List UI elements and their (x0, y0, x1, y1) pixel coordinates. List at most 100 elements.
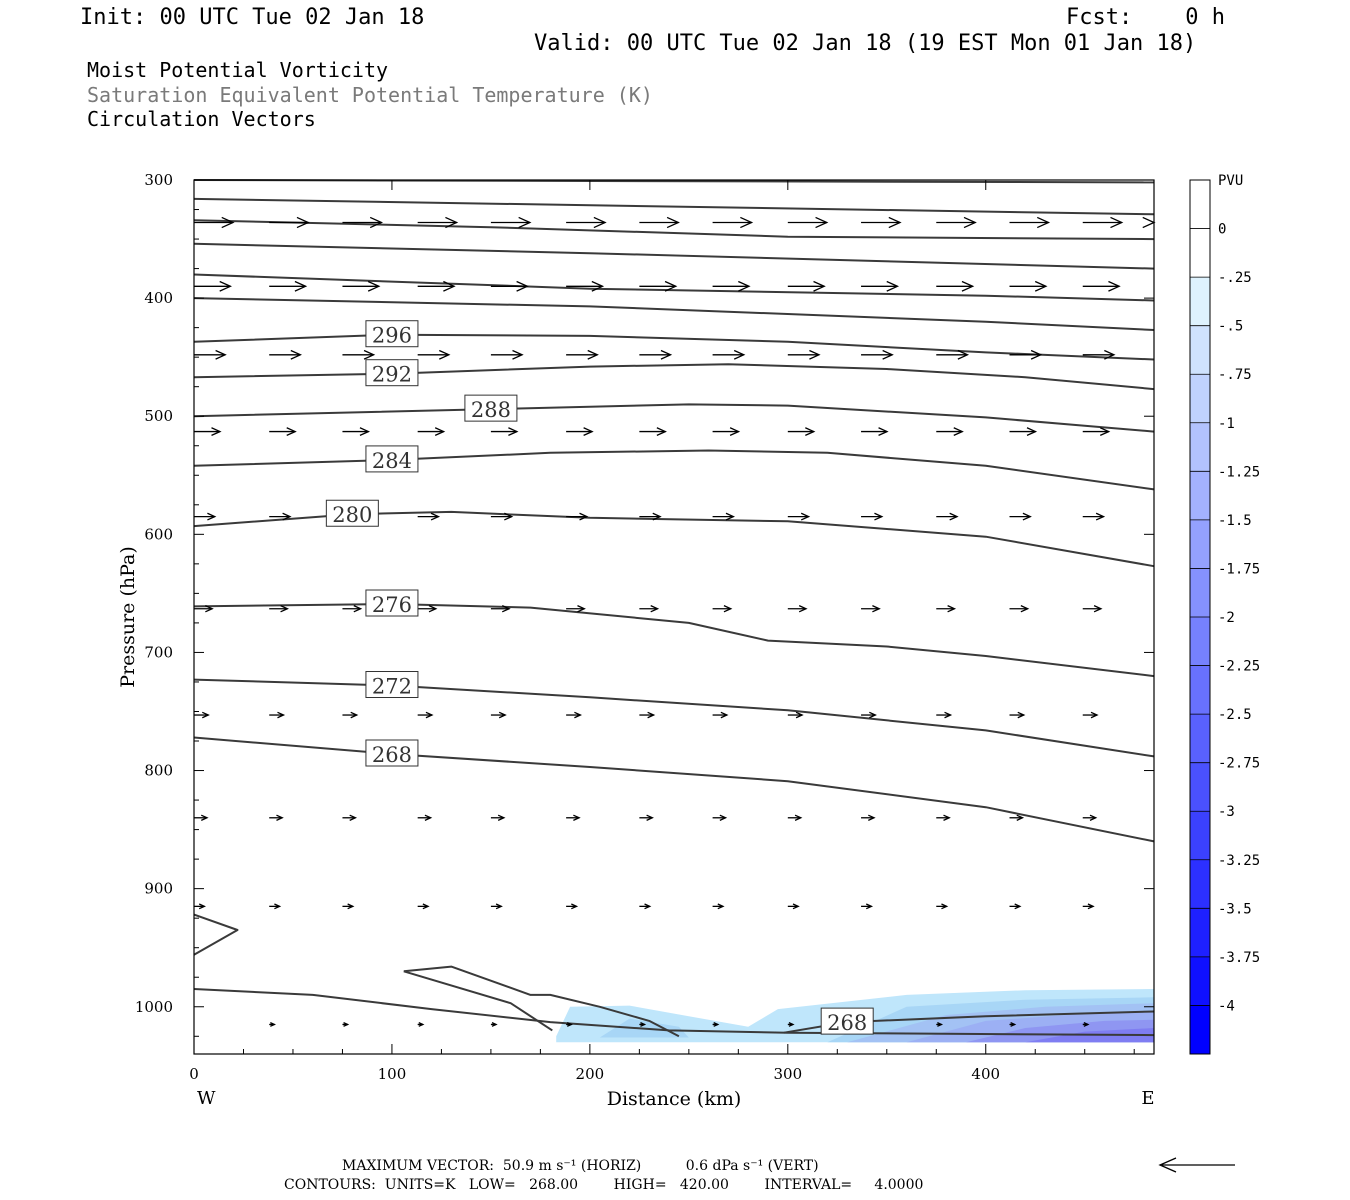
circulation-vector-50 (936, 427, 964, 436)
colorbar-label-4: -1 (1218, 416, 1235, 432)
circulation-vector-6 (639, 216, 680, 229)
colorbar-segment-15 (1190, 908, 1210, 957)
circulation-vector-45 (566, 427, 594, 436)
circulation-vector-74 (787, 605, 808, 613)
contour-label-box-13 (365, 739, 419, 767)
circulation-vector-56 (417, 512, 441, 521)
plot-frame (193, 179, 1155, 1055)
circulation-vector-28 (269, 349, 303, 360)
colorbar-label-13: -3.25 (1218, 853, 1260, 869)
circulation-vector-69 (417, 605, 438, 613)
colorbar-segment-17 (1190, 1005, 1210, 1054)
circulation-vector-76 (936, 605, 957, 613)
contour-label-13: 268 (372, 743, 412, 767)
circulation-vector-39 (1082, 349, 1116, 360)
theta-es-contour-7 (193, 363, 1155, 391)
theta-es-contour-6 (193, 333, 1155, 361)
circulation-vector-51 (1009, 427, 1038, 436)
circulation-vector-83 (490, 711, 507, 719)
circulation-vector-31 (490, 349, 524, 360)
circulation-vector-36 (861, 349, 894, 360)
colorbar-label-9: -2.25 (1218, 659, 1260, 675)
y-tick-label-800: 800 (144, 762, 173, 780)
theta-es-contour-13 (193, 736, 1155, 843)
theta-es-contour-17 (403, 970, 553, 1032)
circulation-vector-64 (1009, 512, 1032, 521)
circulation-vector-85 (639, 711, 656, 719)
theta-es-contour-4 (193, 273, 1155, 302)
circulation-vector-52 (1082, 427, 1111, 436)
y-tick-label-700: 700 (144, 643, 173, 661)
x-tick-label-100: 100 (378, 1065, 407, 1083)
x-tick-label-300: 300 (773, 1065, 802, 1083)
circulation-vector-27 (194, 349, 227, 360)
circulation-vector-12 (1082, 216, 1124, 229)
circulation-vector-75 (861, 605, 881, 613)
theta-es-contour-11 (193, 603, 1155, 678)
circulation-vector-120 (417, 1022, 425, 1027)
circulation-vector-41 (269, 427, 297, 436)
circulation-vector-58 (566, 512, 589, 521)
colorbar-label-16: -4 (1218, 998, 1235, 1014)
colorbar-label-7: -1.75 (1218, 561, 1260, 577)
circulation-vector-80 (269, 711, 286, 719)
circulation-vector-5 (566, 216, 607, 229)
y-axis-label: Pressure (hPa) (117, 546, 139, 688)
circulation-vector-84 (566, 711, 583, 719)
colorbar-label-2: -.5 (1218, 319, 1243, 335)
contour-label-10: 280 (332, 503, 372, 527)
reference-vector (1158, 1157, 1235, 1173)
circulation-vector-77 (1009, 605, 1030, 613)
circulation-vector-82 (417, 711, 434, 719)
title-theta-es: Saturation Equivalent Potential Temperat… (87, 83, 653, 107)
circulation-vector-53 (194, 512, 217, 521)
circulation-vector-7 (712, 216, 754, 229)
circulation-vector-8 (787, 216, 829, 229)
theta-es-contour-18 (783, 1010, 1155, 1034)
title-vectors: Circulation Vectors (87, 107, 316, 131)
circulation-vector-92 (194, 814, 209, 821)
colorbar-label-3: -.75 (1218, 367, 1252, 383)
axis-layer: 0 100 200 300 400 300 400 500 600 700 800 900 1000 (135, 171, 1154, 1083)
colorbar-segment-2 (1190, 277, 1210, 326)
circulation-vector-21 (712, 280, 751, 292)
circulation-vector-34 (712, 349, 746, 360)
colorbar-label-10: -2.5 (1218, 707, 1252, 723)
circulation-vector-49 (861, 427, 889, 436)
colorbar-segment-8 (1190, 568, 1210, 617)
circulation-vector-86 (712, 711, 729, 719)
contour-label-9: 284 (372, 449, 412, 473)
colorbar-segment-9 (1190, 617, 1210, 666)
colorbar-segment-14 (1190, 859, 1210, 909)
circulation-vector-129 (1082, 1022, 1090, 1027)
circulation-vector-1 (269, 216, 310, 229)
circulation-vector-65 (1082, 512, 1106, 521)
circulation-vector-99 (712, 814, 728, 821)
circulation-vector-104 (1082, 814, 1098, 821)
circulation-vector-71 (566, 605, 586, 613)
contour-label-box-18 (820, 1007, 874, 1035)
circulation-vector-48 (787, 427, 816, 436)
circulation-vector-110 (566, 903, 579, 910)
circulation-vector-78 (1082, 605, 1103, 613)
x-tick-label-0: 0 (189, 1065, 199, 1083)
theta-es-contour-2 (193, 219, 1155, 241)
colorbar-segment-12 (1190, 762, 1210, 812)
colorbar-label-12: -3 (1218, 804, 1235, 820)
circulation-vector-20 (639, 280, 678, 292)
circulation-vector-63 (936, 512, 959, 521)
circulation-vector-17 (417, 280, 456, 292)
vector-layer (194, 216, 1156, 1027)
circulation-vector-115 (936, 903, 949, 910)
colorbar-segment-1 (1190, 228, 1210, 278)
contour-label-box-12 (365, 671, 419, 699)
circulation-vector-16 (342, 280, 381, 292)
circulation-vector-101 (861, 814, 876, 821)
y-tick-label-1000: 1000 (135, 998, 173, 1016)
y-tick-label-600: 600 (144, 525, 173, 543)
circulation-vector-121 (490, 1022, 498, 1027)
circulation-vector-123 (639, 1022, 647, 1027)
circulation-vector-103 (1009, 814, 1025, 821)
colorbar-label-6: -1.5 (1218, 513, 1252, 529)
